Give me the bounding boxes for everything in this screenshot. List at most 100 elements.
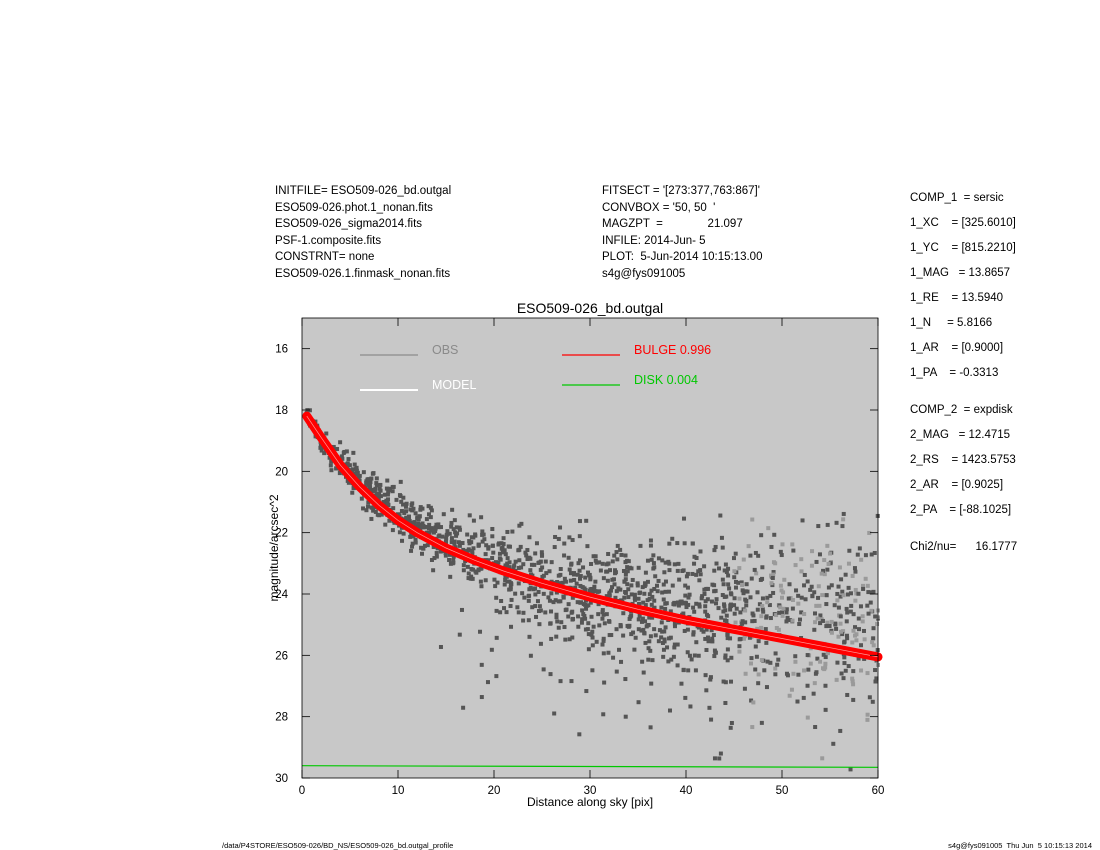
obs-point: [516, 581, 521, 586]
obs-point: [826, 585, 831, 590]
obs-point: [869, 608, 874, 613]
obs-point: [714, 601, 719, 606]
obs-point: [692, 609, 697, 614]
obs-point: [873, 614, 878, 619]
obs-point: [451, 558, 456, 563]
obs-point: [743, 589, 748, 594]
obs-point: [417, 514, 422, 519]
obs-point: [721, 609, 726, 614]
obs-point: [799, 595, 804, 600]
obs-point: [499, 546, 504, 551]
obs-point: [467, 513, 472, 518]
obs-point: [466, 547, 471, 552]
obs-point: [432, 556, 437, 561]
obs-point: [795, 699, 800, 704]
model-curve-group: [302, 411, 883, 662]
obs-point: [418, 507, 423, 512]
obs-point: [813, 725, 818, 730]
obs-point: [697, 602, 702, 607]
obs-point: [416, 521, 421, 526]
obs-point: [802, 583, 807, 588]
obs-point: [351, 450, 356, 455]
obs-point: [769, 581, 774, 586]
obs-point: [728, 725, 733, 730]
obs-point: [596, 602, 601, 607]
obs-point: [765, 659, 770, 664]
obs-point: [469, 535, 474, 540]
obs-point: [732, 596, 737, 601]
obs-point: [584, 518, 589, 523]
obs-point: [374, 476, 379, 481]
obs-point: [583, 587, 588, 592]
obs-point: [466, 571, 471, 576]
obs-point: [708, 675, 713, 680]
obs-point: [836, 584, 841, 589]
obs-point: [856, 591, 861, 596]
obs-point: [728, 604, 733, 609]
obs-point: [643, 619, 648, 624]
obs-point: [851, 682, 856, 687]
obs-point: [600, 561, 605, 566]
obs-point: [450, 561, 455, 566]
obs-point: [612, 582, 617, 587]
obs-point: [790, 606, 795, 611]
obs-point: [771, 572, 776, 577]
obs-point: [850, 573, 855, 578]
obs-point: [403, 504, 408, 509]
obs-point: [751, 700, 756, 705]
obs-point: [521, 610, 526, 615]
component-param: 1_YC = [815.2210]: [910, 242, 1016, 254]
obs-point: [351, 486, 356, 491]
obs-point: [399, 499, 404, 504]
obs-point: [402, 510, 407, 515]
obs-point: [354, 468, 359, 473]
obs-point: [559, 620, 564, 625]
obs-point: [453, 530, 458, 535]
obs-point: [566, 614, 571, 619]
obs-point: [614, 550, 619, 555]
obs-point: [649, 588, 654, 593]
obs-point: [846, 585, 851, 590]
obs-point: [778, 549, 783, 554]
obs-point: [385, 499, 390, 504]
obs-point: [556, 536, 561, 541]
legend-label: BULGE 0.996: [634, 343, 711, 357]
obs-point: [721, 679, 726, 684]
obs-point: [452, 541, 457, 546]
obs-point: [653, 574, 658, 579]
x-tick-label: 0: [299, 785, 305, 797]
obs-point: [771, 570, 776, 575]
obs-point: [526, 618, 531, 623]
obs-point: [810, 593, 815, 598]
obs-point: [592, 586, 597, 591]
obs-point: [404, 501, 409, 506]
obs-point: [844, 619, 849, 624]
obs-point: [640, 659, 645, 664]
obs-point: [641, 670, 646, 675]
obs-point: [544, 571, 549, 576]
obs-point: [737, 596, 742, 601]
obs-point: [517, 547, 522, 552]
obs-point: [650, 658, 655, 663]
obs-point: [724, 613, 729, 618]
obs-point: [607, 633, 612, 638]
obs-point: [352, 462, 357, 467]
obs-point: [836, 634, 841, 639]
obs-point: [431, 568, 436, 573]
obs-point: [419, 545, 424, 550]
obs-point: [637, 613, 642, 618]
obs-point: [660, 640, 665, 645]
obs-point: [318, 443, 323, 448]
obs-point: [670, 583, 675, 588]
obs-point: [569, 561, 574, 566]
obs-point: [629, 632, 634, 637]
obs-point: [675, 642, 680, 647]
obs-point: [584, 606, 589, 611]
obs-point: [538, 559, 543, 564]
obs-point: [720, 577, 725, 582]
obs-point: [518, 544, 523, 549]
obs-point: [590, 643, 595, 648]
obs-point: [749, 576, 754, 581]
obs-point: [684, 605, 689, 610]
obs-point: [875, 621, 880, 626]
